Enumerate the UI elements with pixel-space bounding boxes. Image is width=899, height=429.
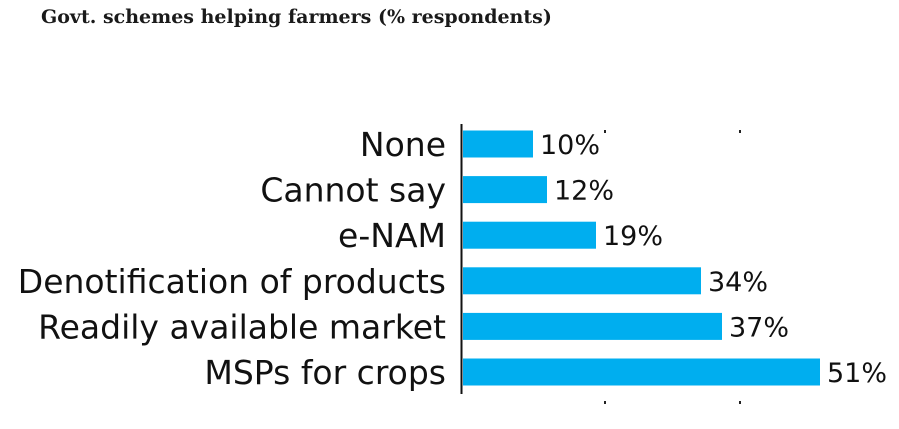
category-label-readily-available-market: Readily available market [38,307,446,346]
bar-e-nam [463,221,596,249]
grid-mark-4 [739,401,741,404]
bar-readily-available-market [463,312,722,340]
grid-mark-1 [604,130,606,133]
value-label-denotification-of-products: 34% [708,267,768,298]
value-label-e-nam: 19% [603,221,663,252]
chart-title: Govt. schemes helping farmers (% respond… [41,6,552,28]
value-label-readily-available-market: 37% [729,312,789,343]
category-label-e-nam: e-NAM [338,216,446,255]
category-label-cannot-say: Cannot say [260,171,446,210]
value-label-none: 10% [540,130,600,161]
grid-mark-3 [604,401,606,404]
category-label-denotification-of-products: Denotification of products [18,262,446,301]
bar-none [463,130,533,158]
grid-marks [604,130,741,404]
value-label-msps-for-crops: 51% [827,358,887,389]
value-label-cannot-say: 12% [554,176,614,207]
bar-cannot-say [463,176,547,204]
category-label-msps-for-crops: MSPs for crops [204,353,446,392]
category-label-none: None [360,125,446,164]
bar-msps-for-crops [463,358,820,386]
bar-denotification-of-products [463,267,701,295]
value-labels-group: 10% 12% 19% 34% 37% 51% [540,130,887,389]
category-labels-group: None Cannot say e-NAM Denotification of pro… [18,125,446,392]
grid-mark-2 [739,130,741,133]
bars-group [463,130,820,386]
